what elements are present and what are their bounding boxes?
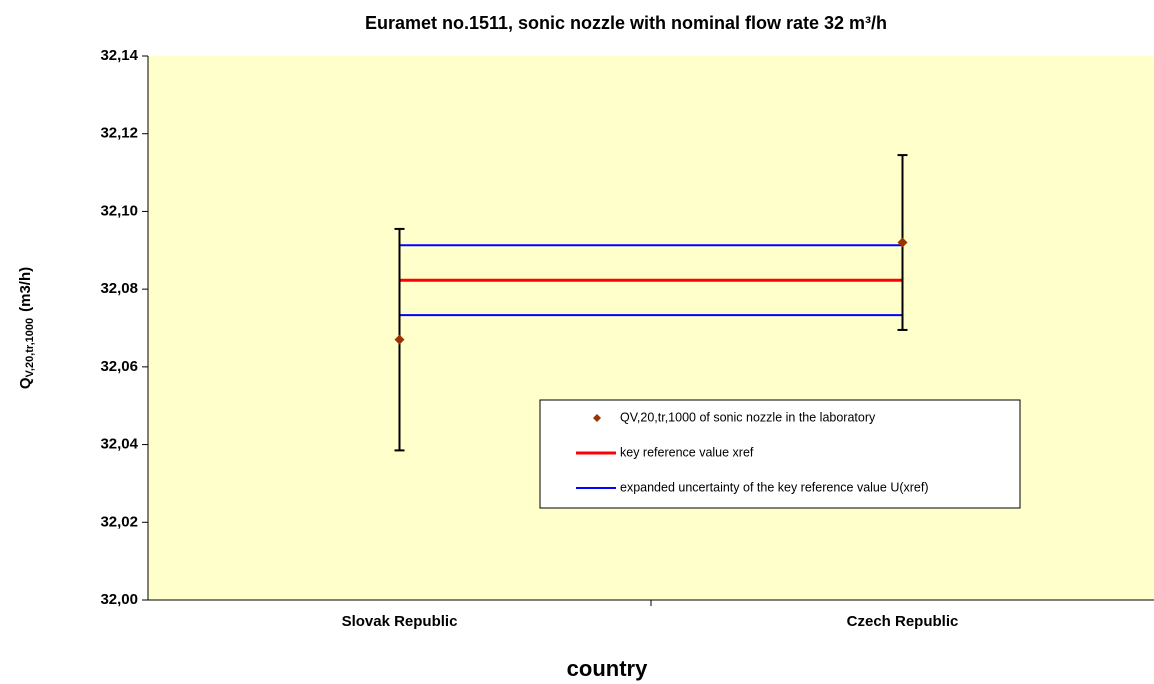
y-tick-label: 32,08 — [100, 280, 138, 297]
x-tick-label: Czech Republic — [847, 613, 959, 630]
x-axis-label: country — [567, 656, 648, 681]
chart-title: Euramet no.1511, sonic nozzle with nomin… — [365, 13, 887, 33]
y-tick-label: 32,04 — [100, 436, 138, 453]
y-tick-label: 32,12 — [100, 125, 138, 142]
legend-label: expanded uncertainty of the key referenc… — [620, 480, 929, 494]
data-point — [394, 334, 405, 345]
legend-box — [539, 399, 1021, 509]
legend-marker — [593, 414, 601, 422]
plot-area — [148, 56, 1154, 600]
y-label-sub: V,20,tr,1000 — [24, 318, 36, 378]
y-label-main: Q — [17, 377, 34, 389]
x-tick-label: Slovak Republic — [342, 613, 458, 630]
y-label-unit: (m3/h) — [17, 267, 34, 312]
y-tick-label: 32,14 — [100, 47, 138, 64]
data-point — [897, 237, 908, 248]
y-tick-label: 32,02 — [100, 513, 138, 530]
y-axis-label: QV,20,tr,1000 (m3/h) — [17, 267, 36, 389]
legend-label: QV,20,tr,1000 of sonic nozzle in the lab… — [620, 410, 876, 424]
y-tick-label: 32,10 — [100, 202, 138, 219]
y-tick-label: 32,00 — [100, 591, 138, 608]
legend-label: key reference value xref — [620, 445, 754, 459]
y-tick-label: 32,06 — [100, 358, 138, 375]
